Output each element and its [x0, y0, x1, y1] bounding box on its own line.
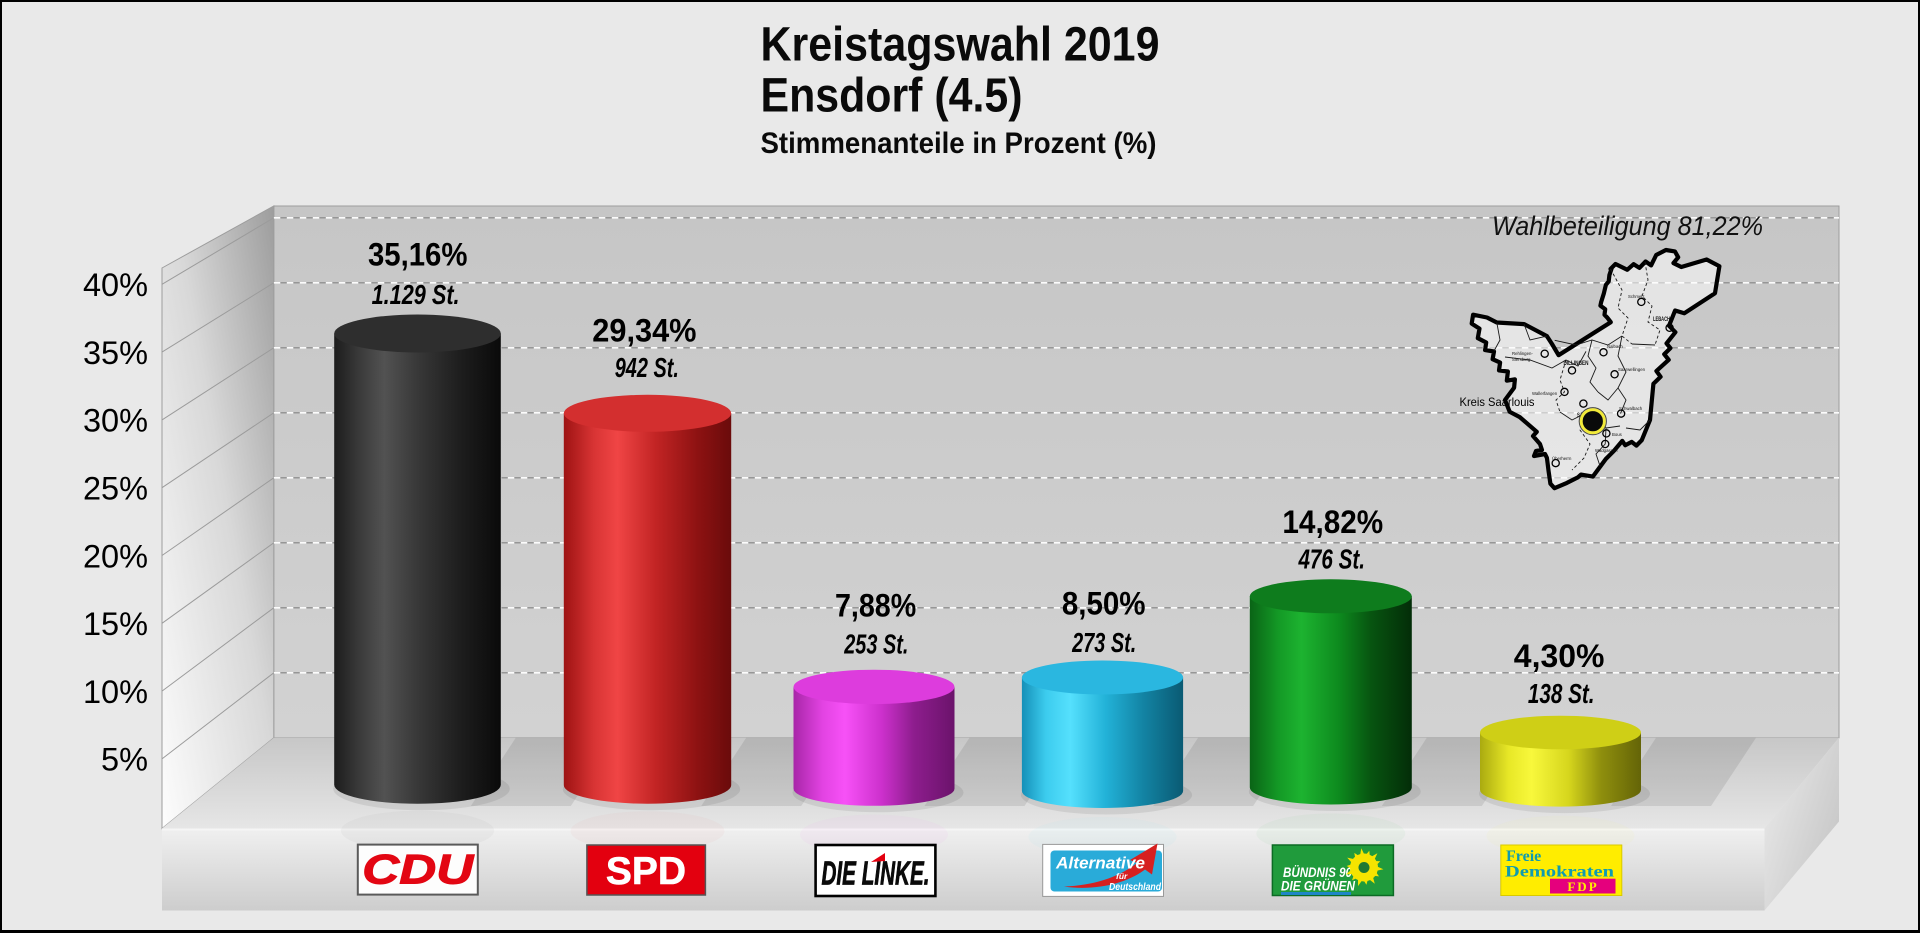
svg-text:7,88%: 7,88% [835, 588, 916, 624]
svg-text:40%: 40% [83, 267, 148, 303]
svg-text:Demokraten: Demokraten [1505, 864, 1614, 881]
svg-text:Saarwellingen: Saarwellingen [1618, 367, 1646, 372]
svg-text:für: für [1116, 871, 1128, 881]
svg-text:Kreis Saarlouis: Kreis Saarlouis [1460, 395, 1535, 409]
svg-text:4,30%: 4,30% [1514, 638, 1605, 674]
svg-text:253 St.: 253 St. [844, 628, 909, 659]
svg-text:Schmelz: Schmelz [1628, 294, 1644, 299]
svg-text:20%: 20% [83, 538, 148, 574]
svg-text:Freie: Freie [1506, 848, 1541, 865]
svg-text:LEBACH: LEBACH [1653, 317, 1670, 323]
svg-text:Siersburg: Siersburg [1512, 357, 1531, 362]
svg-text:5%: 5% [101, 742, 148, 778]
svg-text:1.129 St.: 1.129 St. [372, 279, 460, 310]
svg-text:25%: 25% [83, 471, 148, 507]
svg-text:942 St.: 942 St. [615, 352, 679, 383]
svg-text:Ensdorf (4.5): Ensdorf (4.5) [761, 70, 1023, 123]
svg-text:Überherrn: Überherrn [1552, 456, 1572, 461]
svg-text:476 St.: 476 St. [1298, 543, 1365, 574]
svg-text:Alternative: Alternative [1055, 855, 1145, 873]
svg-text:Schwalbach: Schwalbach [1619, 406, 1643, 411]
svg-text:Deutschland: Deutschland [1109, 881, 1161, 893]
svg-text:DILLINGEN: DILLINGEN [1564, 360, 1589, 367]
svg-text:15%: 15% [83, 606, 148, 642]
svg-text:14,82%: 14,82% [1282, 504, 1383, 540]
svg-text:29,34%: 29,34% [592, 312, 696, 348]
svg-text:35%: 35% [83, 335, 148, 371]
svg-text:Stimmenanteile in Prozent (%): Stimmenanteile in Prozent (%) [761, 127, 1157, 160]
svg-text:35,16%: 35,16% [368, 237, 468, 273]
svg-text:Wahlbeteiligung 81,22%: Wahlbeteiligung 81,22% [1492, 211, 1763, 241]
svg-text:Rehlingen-: Rehlingen- [1512, 351, 1533, 356]
svg-text:273 St.: 273 St. [1071, 627, 1136, 658]
svg-text:SPD: SPD [606, 850, 686, 893]
svg-text:Nalbach: Nalbach [1607, 344, 1623, 349]
svg-text:Wallerfangen: Wallerfangen [1532, 391, 1558, 396]
svg-text:FDP: FDP [1567, 879, 1598, 894]
svg-text:Bous: Bous [1612, 432, 1622, 437]
svg-text:8,50%: 8,50% [1062, 585, 1146, 621]
svg-text:Kreistagswahl 2019: Kreistagswahl 2019 [761, 19, 1160, 72]
svg-text:Wadgassen: Wadgassen [1595, 448, 1618, 453]
svg-text:BÜNDNIS 90: BÜNDNIS 90 [1283, 865, 1352, 880]
svg-text:138 St.: 138 St. [1528, 678, 1595, 709]
svg-text:CDU: CDU [362, 846, 475, 893]
svg-text:10%: 10% [83, 674, 148, 710]
svg-text:DIE GRÜNEN: DIE GRÜNEN [1281, 879, 1355, 894]
svg-text:30%: 30% [83, 403, 148, 439]
